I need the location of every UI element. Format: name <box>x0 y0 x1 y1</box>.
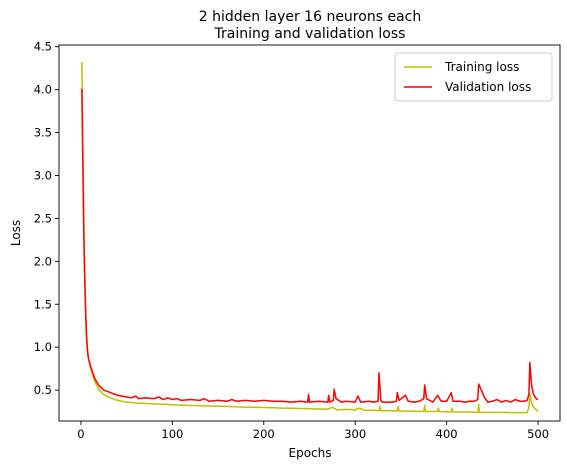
chart-title-line1: 2 hidden layer 16 neurons each <box>199 9 421 25</box>
y-tick-label: 3.0 <box>34 168 52 182</box>
x-tick-label: 0 <box>77 427 84 441</box>
y-tick-label: 4.5 <box>34 40 52 54</box>
series-line-validation-loss <box>81 88 539 403</box>
legend-label-training-loss: Training loss <box>444 60 519 74</box>
series-line-training-loss <box>81 62 539 414</box>
y-tick-label: 3.5 <box>34 126 52 140</box>
x-tick-label: 100 <box>161 427 183 441</box>
x-tick-label: 300 <box>344 427 366 441</box>
legend-label-validation-loss: Validation loss <box>445 80 531 94</box>
legend: Training loss Validation loss <box>394 52 553 102</box>
x-tick-label: 400 <box>436 427 458 441</box>
chart-title-line2: Training and validation loss <box>214 26 406 42</box>
y-tick-label: 1.0 <box>34 340 52 354</box>
y-tick-label: 4.0 <box>34 83 52 97</box>
plot-area: 0 100 200 300 400 500 0.5 1.0 1.5 2.0 2.5 3.0 3.5 4.… <box>34 40 561 441</box>
y-tick-label: 0.5 <box>34 383 52 397</box>
legend-box <box>394 52 553 102</box>
x-axis-label: Epochs <box>289 446 332 460</box>
axes-frame <box>58 44 561 422</box>
x-tick-label: 500 <box>527 427 549 441</box>
y-tick-label: 1.5 <box>34 297 52 311</box>
x-axis-ticks: 0 100 200 300 400 500 <box>77 421 549 441</box>
y-tick-label: 2.5 <box>34 211 52 225</box>
y-axis-label: Loss <box>9 220 23 246</box>
x-tick-label: 200 <box>253 427 275 441</box>
series-layer <box>81 62 539 414</box>
y-tick-label: 2.0 <box>34 254 52 268</box>
y-axis-ticks: 0.5 1.0 1.5 2.0 2.5 3.0 3.5 4.0 4.5 <box>34 40 59 397</box>
